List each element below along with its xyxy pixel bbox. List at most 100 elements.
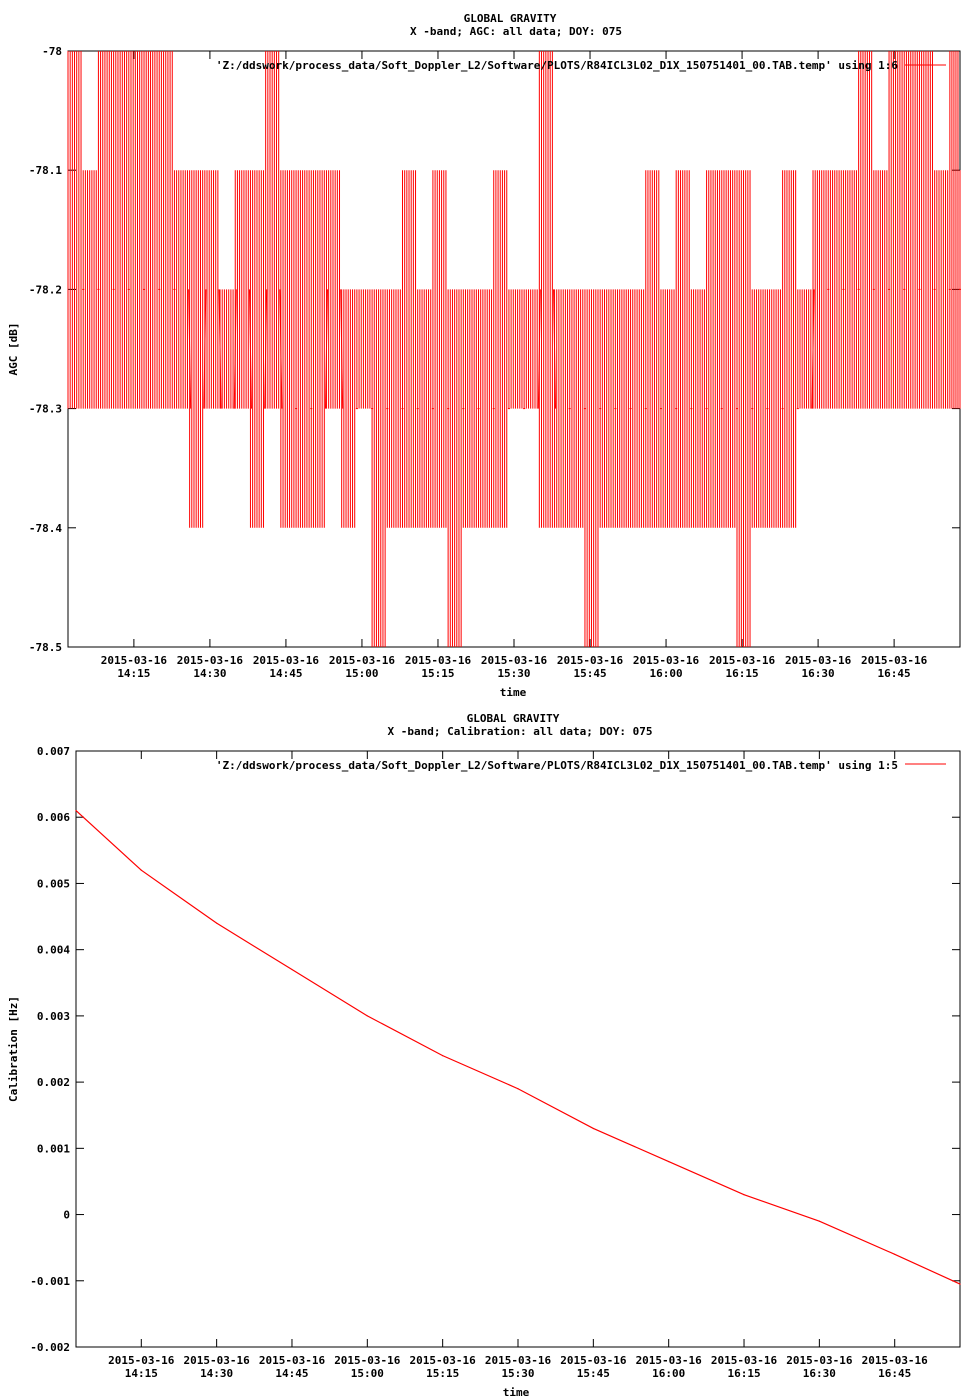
agc-y-axis-label: AGC [dB] (7, 323, 20, 376)
agc-y-tick-label: -78 (42, 45, 62, 58)
agc-data-segment (188, 289, 192, 409)
calibration-x-tick-time: 15:30 (501, 1367, 534, 1380)
calibration-y-tick-label: 0 (63, 1209, 70, 1222)
calibration-x-tick-date: 2015-03-16 (259, 1354, 326, 1367)
agc-y-tick-label: -78.3 (29, 403, 62, 416)
agc-y-axis: -78 -78.1 -78.2 -78.3 -78.4 -78.5 (29, 45, 960, 654)
agc-x-tick-time: 14:15 (117, 667, 150, 680)
agc-x-tick-date: 2015-03-16 (177, 654, 244, 667)
calibration-data-point (366, 1015, 368, 1017)
calibration-x-tick-time: 15:00 (351, 1367, 384, 1380)
calibration-x-tick-time: 14:15 (125, 1367, 158, 1380)
calibration-y-tick-label: 0.007 (37, 745, 70, 758)
calibration-chart-title: GLOBAL GRAVITY (467, 712, 560, 725)
agc-legend-label: 'Z:/ddswork/process_data/Soft_Doppler_L2… (216, 59, 899, 72)
agc-x-tick-date: 2015-03-16 (785, 654, 852, 667)
agc-x-tick-time: 14:30 (193, 667, 226, 680)
calibration-x-tick-date: 2015-03-16 (485, 1354, 552, 1367)
agc-data-segment (279, 289, 283, 409)
calibration-data-point (959, 1283, 961, 1285)
agc-data-segment (811, 289, 815, 409)
calibration-y-tick-label: 0.003 (37, 1010, 70, 1023)
calibration-x-tick-date: 2015-03-16 (334, 1354, 401, 1367)
calibration-data-point (743, 1194, 745, 1196)
calibration-x-tick-date: 2015-03-16 (786, 1354, 853, 1367)
agc-x-tick-date: 2015-03-16 (861, 654, 928, 667)
agc-data-segment (553, 289, 557, 409)
agc-data-segment (248, 289, 252, 409)
agc-x-tick-time: 15:30 (497, 667, 530, 680)
calibration-legend-label: 'Z:/ddswork/process_data/Soft_Doppler_L2… (216, 759, 898, 772)
calibration-y-tick-label: 0.001 (37, 1142, 70, 1155)
calibration-x-tick-date: 2015-03-16 (711, 1354, 778, 1367)
agc-series-line (67, 51, 961, 647)
calibration-data-point (894, 1253, 896, 1255)
agc-x-tick-time: 16:00 (649, 667, 682, 680)
calibration-data-point (291, 968, 293, 971)
agc-x-tick-date: 2015-03-16 (709, 654, 776, 667)
calibration-x-tick-time: 16:30 (803, 1367, 836, 1380)
agc-x-tick-date: 2015-03-16 (101, 654, 168, 667)
agc-x-tick-date: 2015-03-16 (557, 654, 624, 667)
agc-data-segment (340, 289, 344, 409)
calibration-data-point (818, 1220, 820, 1222)
calibration-series-polyline (75, 810, 961, 1285)
calibration-y-tick-label: 0.005 (37, 877, 70, 890)
calibration-x-tick-time: 14:30 (200, 1367, 233, 1380)
agc-x-tick-time: 16:45 (878, 667, 911, 680)
calibration-x-tick-time: 15:45 (577, 1367, 610, 1380)
calibration-x-tick-time: 15:15 (426, 1367, 459, 1380)
agc-chart-subtitle: X -band; AGC: all data; DOY: 075 (410, 25, 622, 38)
agc-data-segment (218, 289, 222, 409)
calibration-x-axis: 2015-03-1614:152015-03-1614:302015-03-16… (108, 751, 928, 1380)
calibration-x-tick-date: 2015-03-16 (862, 1354, 929, 1367)
agc-y-tick-label: -78.4 (29, 522, 62, 535)
calibration-data-point (216, 922, 218, 924)
agc-x-tick-time: 15:15 (421, 667, 454, 680)
calibration-y-tick-label: 0.006 (37, 811, 70, 824)
agc-x-axis-label: time (500, 686, 527, 699)
calibration-x-tick-time: 14:45 (275, 1367, 308, 1380)
calibration-x-tick-time: 16:00 (652, 1367, 685, 1380)
calibration-series-line (75, 810, 961, 1285)
agc-data-segment (233, 289, 237, 409)
agc-x-tick-date: 2015-03-16 (405, 654, 472, 667)
calibration-x-tick-time: 16:15 (727, 1367, 760, 1380)
calibration-data-point (75, 810, 77, 812)
agc-x-tick-time: 16:15 (726, 667, 759, 680)
agc-data-segment (264, 289, 268, 409)
calibration-chart: GLOBAL GRAVITY X -band; Calibration: all… (7, 712, 961, 1399)
calibration-x-tick-date: 2015-03-16 (410, 1354, 477, 1367)
calibration-y-tick-label: 0.002 (37, 1076, 70, 1089)
agc-chart: GLOBAL GRAVITY X -band; AGC: all data; D… (7, 12, 961, 699)
calibration-y-axis-label: Calibration [Hz] (7, 996, 20, 1102)
calibration-x-tick-date: 2015-03-16 (184, 1354, 251, 1367)
calibration-x-tick-time: 16:45 (878, 1367, 911, 1380)
calibration-x-tick-date: 2015-03-16 (636, 1354, 703, 1367)
agc-chart-title: GLOBAL GRAVITY (464, 12, 557, 25)
calibration-chart-subtitle: X -band; Calibration: all data; DOY: 075 (388, 725, 653, 738)
agc-y-tick-label: -78.5 (29, 641, 62, 654)
calibration-data-point (140, 869, 142, 871)
agc-x-axis: 2015-03-1614:152015-03-1614:302015-03-16… (101, 51, 928, 680)
calibration-data-point (668, 1160, 670, 1163)
calibration-y-axis: 0.007 0.006 0.005 0.004 0.003 0.002 0.001 0 -0.0… (30, 745, 960, 1354)
agc-x-tick-time: 16:30 (802, 667, 835, 680)
agc-y-tick-label: -78.2 (29, 283, 62, 296)
agc-x-tick-date: 2015-03-16 (633, 654, 700, 667)
calibration-plot-frame (75, 750, 961, 1348)
calibration-data-point (517, 1088, 519, 1090)
agc-y-tick-label: -78.1 (29, 164, 62, 177)
agc-data-segment (537, 289, 541, 409)
agc-data-segment (203, 289, 207, 409)
agc-x-tick-date: 2015-03-16 (253, 654, 320, 667)
calibration-x-tick-date: 2015-03-16 (560, 1354, 627, 1367)
agc-x-tick-time: 15:00 (345, 667, 378, 680)
agc-x-tick-date: 2015-03-16 (481, 654, 548, 667)
calibration-data-point (592, 1127, 594, 1130)
calibration-y-tick-label: -0.001 (30, 1275, 70, 1288)
agc-data-segment (324, 289, 328, 409)
calibration-x-tick-date: 2015-03-16 (108, 1354, 175, 1367)
